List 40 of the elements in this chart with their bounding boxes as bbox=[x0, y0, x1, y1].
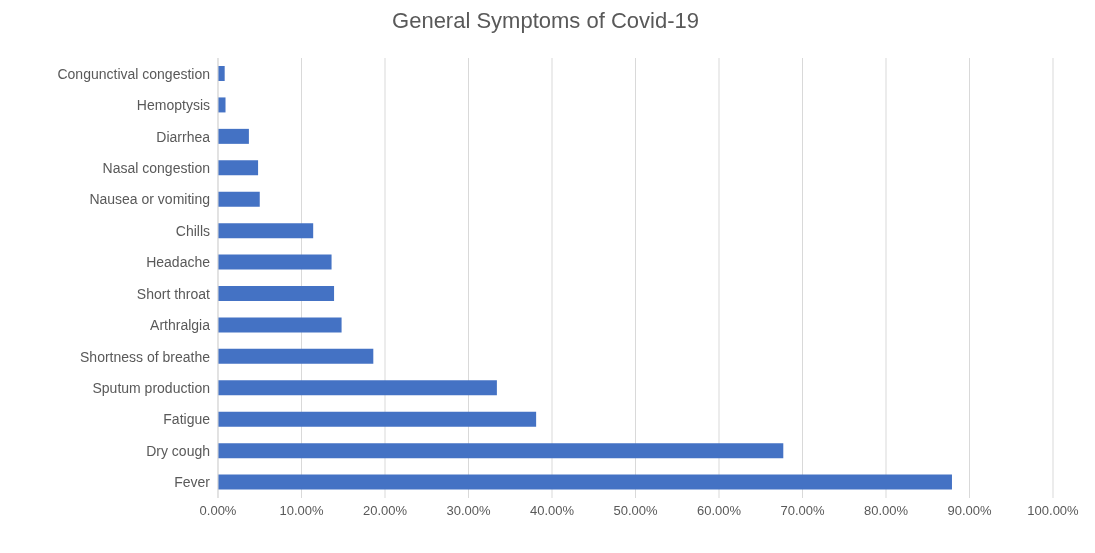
y-tick-label: Fever bbox=[174, 474, 211, 491]
bar bbox=[218, 411, 537, 427]
bar bbox=[218, 380, 497, 396]
y-tick-label: Dry cough bbox=[146, 442, 210, 459]
y-tick-label: Fatigue bbox=[163, 411, 211, 428]
bar bbox=[218, 474, 952, 490]
bar bbox=[218, 223, 314, 239]
x-tick-label: 70.00% bbox=[780, 503, 825, 519]
bar bbox=[218, 443, 784, 459]
x-tick-label: 20.00% bbox=[362, 503, 408, 519]
x-tick-label: 0.00% bbox=[199, 503, 237, 519]
bar bbox=[218, 317, 342, 333]
x-tick-label: 30.00% bbox=[446, 503, 491, 519]
x-tick-label: 40.00% bbox=[529, 503, 575, 519]
y-tick-label: Hemoptysis bbox=[136, 97, 210, 114]
x-tick-label: 50.00% bbox=[613, 503, 658, 519]
x-tick-label: 100.00% bbox=[1027, 503, 1080, 519]
chart-title: General Symptoms of Covid-19 bbox=[391, 8, 700, 35]
y-tick-label: Arthralgia bbox=[150, 317, 211, 334]
y-tick-label: Sputum production bbox=[92, 379, 210, 396]
bar bbox=[218, 254, 332, 270]
y-tick-label: Short throat bbox=[136, 285, 211, 302]
y-tick-label: Nausea or vomiting bbox=[89, 191, 210, 208]
x-tick-label: 10.00% bbox=[279, 503, 324, 519]
bar bbox=[218, 348, 374, 364]
bar bbox=[218, 160, 259, 176]
bar bbox=[218, 66, 225, 81]
bar bbox=[218, 191, 260, 207]
y-tick-label: Headache bbox=[146, 254, 211, 271]
x-tick-label: 60.00% bbox=[696, 503, 742, 519]
bar bbox=[218, 286, 335, 301]
y-tick-label: Diarrhea bbox=[156, 128, 211, 145]
y-tick-label: Shortness of breathe bbox=[80, 348, 211, 365]
x-tick-label: 80.00% bbox=[863, 503, 909, 519]
y-tick-label: Chills bbox=[175, 222, 210, 239]
y-tick-label: Congunctival congestion bbox=[57, 65, 210, 82]
y-tick-label: Nasal congestion bbox=[102, 159, 210, 176]
x-tick-label: 90.00% bbox=[947, 503, 992, 519]
bar bbox=[218, 97, 226, 113]
bar bbox=[218, 128, 249, 144]
